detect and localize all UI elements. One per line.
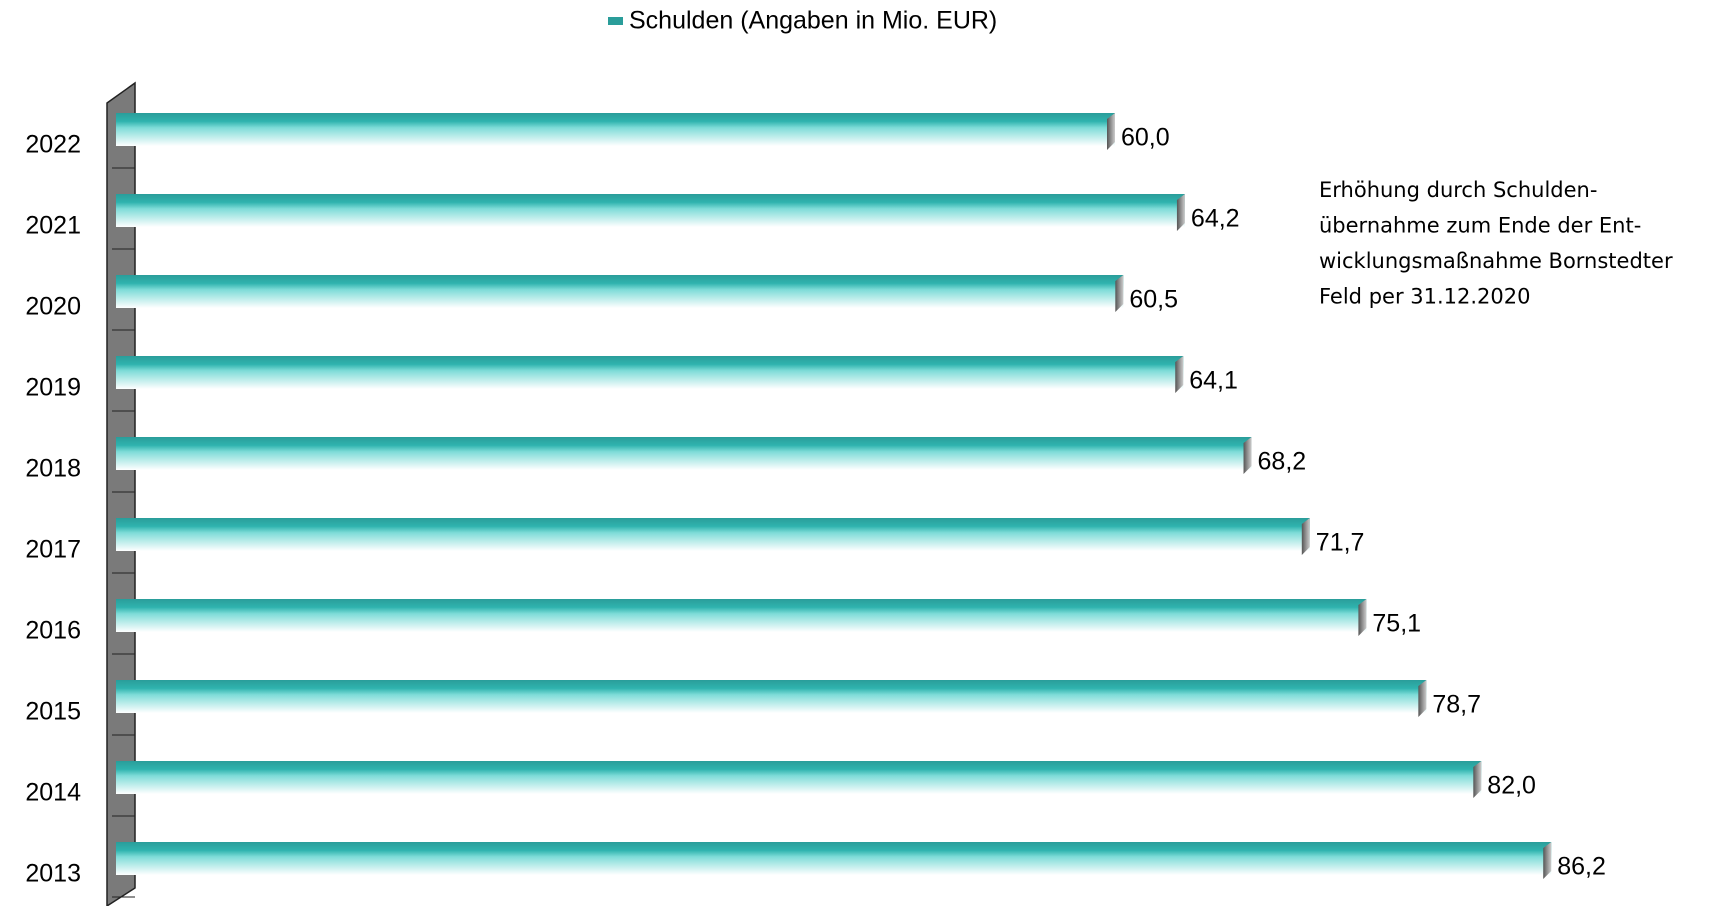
value-label: 68,2	[1258, 448, 1307, 476]
y-tick-label: 2016	[25, 617, 81, 645]
bar-cap	[1301, 518, 1310, 555]
bar-cap	[1115, 275, 1124, 312]
value-label: 64,1	[1189, 367, 1238, 395]
bar-cap	[1358, 599, 1367, 636]
value-label: 86,2	[1557, 853, 1606, 881]
bar	[116, 275, 1124, 308]
y-tick-label: 2019	[25, 374, 81, 402]
annotation: Feld per 31.12.2020	[1319, 285, 1531, 309]
bar-cap	[1107, 113, 1115, 150]
bar	[116, 194, 1185, 227]
annotation: Erhöhung durch Schulden-	[1319, 178, 1597, 202]
value-label: 71,7	[1316, 529, 1365, 557]
bar-cap	[1543, 842, 1552, 879]
y-tick-label: 2020	[25, 293, 81, 321]
bar	[116, 356, 1184, 389]
y-tick-label: 2017	[25, 536, 81, 564]
bar	[116, 437, 1252, 470]
bar	[116, 680, 1427, 713]
y-tick-label: 2013	[25, 860, 81, 888]
value-label: 60,0	[1121, 124, 1170, 152]
y-tick-label: 2021	[25, 212, 81, 240]
legend-label: Schulden (Angaben in Mio. EUR)	[629, 7, 997, 35]
annotation: wicklungsmaßnahme Bornstedter	[1319, 249, 1673, 273]
bar	[116, 113, 1115, 146]
value-label: 75,1	[1372, 610, 1421, 638]
y-tick-label: 2022	[25, 131, 81, 159]
bar	[116, 518, 1310, 551]
bar-cap	[1176, 194, 1185, 231]
annotation: übernahme zum Ende der Ent-	[1319, 214, 1641, 238]
y-tick-label: 2018	[25, 455, 81, 483]
y-tick-label: 2015	[25, 698, 81, 726]
legend-marker	[608, 17, 623, 25]
value-label: 78,7	[1432, 691, 1481, 719]
bar-cap	[1243, 437, 1252, 474]
bar	[116, 842, 1552, 875]
bar	[116, 599, 1367, 632]
bar	[116, 761, 1482, 794]
value-label: 82,0	[1487, 772, 1536, 800]
value-label: 64,2	[1191, 205, 1240, 233]
bar-cap	[1418, 680, 1427, 717]
value-label: 60,5	[1129, 286, 1178, 314]
bar-cap	[1175, 356, 1184, 393]
bar-cap	[1473, 761, 1482, 798]
y-tick-label: 2014	[25, 779, 81, 807]
